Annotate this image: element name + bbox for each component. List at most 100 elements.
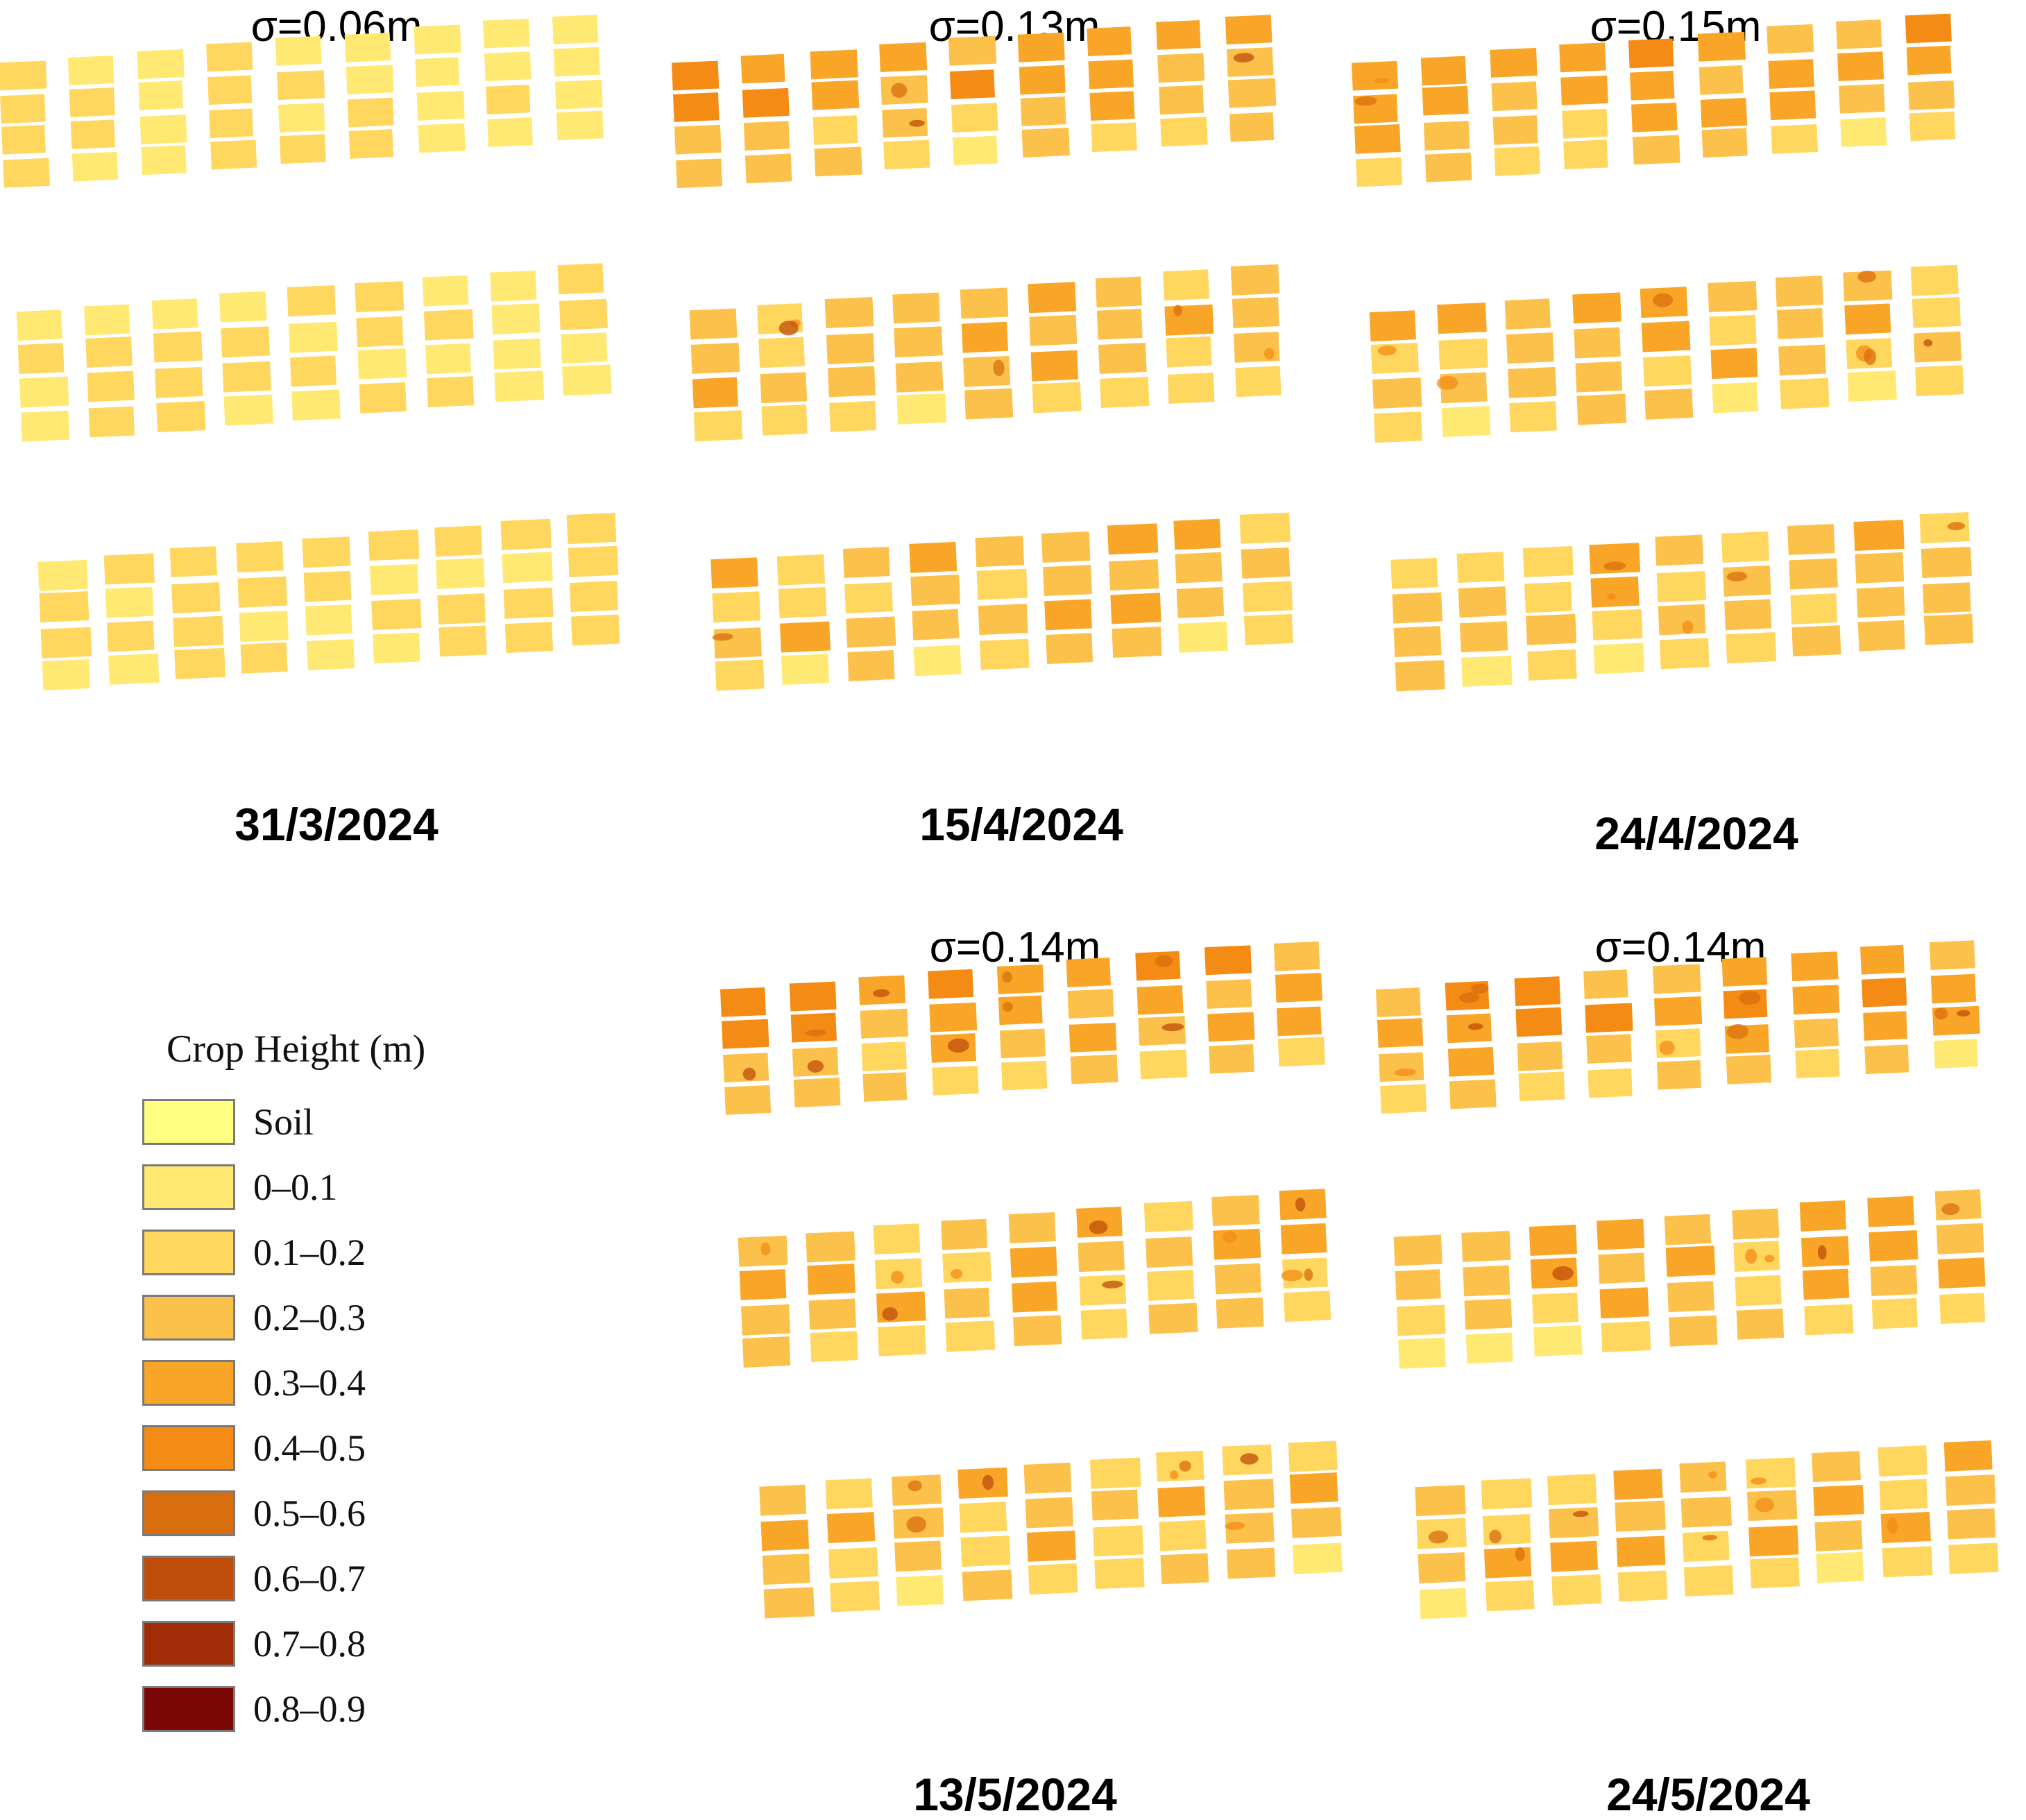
plot-cell [913, 645, 962, 677]
plot-cell [824, 297, 874, 329]
plot-cell [171, 582, 221, 614]
legend-swatch-0 [142, 1099, 235, 1145]
plot-cell [1243, 613, 1293, 645]
plot-cell [976, 568, 1028, 600]
plot-cell [960, 287, 1009, 319]
plot-cell [896, 393, 947, 425]
legend-swatch-2 [142, 1230, 235, 1275]
tall-crop-patch [1603, 561, 1626, 571]
plot-cell [1683, 1565, 1734, 1597]
tall-crop-patch [1394, 1068, 1417, 1076]
plot-cell [1010, 1246, 1057, 1278]
plot-cell [1067, 989, 1114, 1019]
plot-cell [568, 545, 619, 577]
plot-cell [1799, 1200, 1846, 1232]
plot-cell [207, 75, 253, 105]
plot-cell [1277, 1037, 1325, 1067]
plot-cell [978, 604, 1028, 636]
plot-cell [1939, 1293, 1986, 1324]
plot-cell [206, 42, 253, 72]
plot-cell [879, 42, 928, 72]
plot-cell [1930, 973, 1977, 1004]
plot-cell [1207, 1012, 1255, 1042]
plot-cell [1563, 139, 1608, 170]
tall-crop-patch [1471, 983, 1489, 994]
plot-cell [1424, 152, 1472, 182]
plot-cell [1216, 1297, 1264, 1329]
plot-cell [1107, 523, 1159, 555]
plot-cell [1870, 1265, 1918, 1296]
plot-cell [359, 382, 407, 414]
plot-cell [1211, 1195, 1260, 1227]
plot-cell [945, 1320, 996, 1352]
plot-cell [1112, 627, 1162, 658]
plot-cell [1633, 135, 1680, 165]
plot-cell [1157, 1486, 1206, 1517]
plot-cell [173, 615, 224, 647]
plot-cell [437, 593, 486, 625]
plot-cell [103, 553, 155, 585]
plot-cell [779, 621, 831, 653]
plot-cell [1020, 96, 1066, 126]
plot-cell [1509, 401, 1557, 433]
plot-cell [760, 372, 808, 404]
plot-cell [1273, 941, 1320, 971]
plot-cell [1682, 1531, 1730, 1563]
plot-cell [87, 371, 135, 402]
legend-label-6: 0.5–0.6 [253, 1492, 366, 1534]
plot-cell [826, 333, 875, 365]
plot-cell [1143, 1200, 1193, 1232]
plot-cell [1907, 80, 1955, 110]
plot-cell [1441, 406, 1491, 437]
plot-cell [1175, 552, 1223, 584]
plot-cell [1789, 558, 1838, 590]
tall-crop-patch [1281, 1269, 1303, 1282]
plot-cell [1910, 264, 1959, 296]
panel-5-sigma-label: σ=0.14m [1594, 924, 1767, 971]
legend-label-7: 0.6–0.7 [253, 1558, 366, 1599]
plot-cell [1871, 1298, 1918, 1329]
plot-cell [306, 639, 355, 670]
plot-cell [1586, 1034, 1632, 1064]
plot-cell [1235, 366, 1282, 398]
plot-cell [1836, 19, 1882, 49]
plot-cell [1726, 1054, 1772, 1085]
plot-cell [153, 331, 203, 363]
plot-cell [291, 389, 341, 421]
plot-cell [1701, 128, 1748, 158]
plot-cell [1945, 1474, 1996, 1506]
plot-cell [1653, 996, 1703, 1026]
plot-cell [493, 338, 541, 370]
plot-cell [16, 309, 63, 341]
plot-cell [1227, 78, 1277, 108]
tall-crop-patch [1173, 305, 1183, 316]
plot-cell [85, 337, 133, 368]
plot-cell [1372, 377, 1422, 409]
plot-cell [278, 103, 325, 133]
plot-cell [825, 1478, 873, 1510]
plot-cell [1518, 1071, 1565, 1102]
plot-cell [1504, 298, 1551, 330]
plot-cell [1813, 1484, 1864, 1517]
plot-cell [1098, 342, 1147, 374]
panel-4-sigma-label: σ=0.14m [929, 924, 1101, 971]
plot-cell [1853, 519, 1905, 552]
plot-cell [1589, 543, 1641, 575]
plot-cell [1679, 1461, 1727, 1493]
tall-crop-patch [1374, 77, 1390, 83]
plot-cell [1699, 65, 1744, 95]
plot-cell [844, 582, 893, 614]
plot-cell [500, 518, 552, 550]
plot-cell [1214, 1263, 1261, 1295]
plot-cell [1223, 1479, 1275, 1511]
plot-cell [929, 1002, 978, 1032]
plot-cell [1906, 45, 1952, 76]
tall-crop-patch [1682, 620, 1694, 634]
tall-crop-patch [1240, 1453, 1259, 1465]
tall-crop-patch [1745, 1248, 1757, 1264]
tall-crop-patch [1263, 348, 1275, 359]
plot-cell [347, 97, 394, 128]
tall-crop-patch [1179, 1461, 1191, 1472]
plot-cell [814, 146, 862, 177]
plot-cell [1771, 124, 1819, 154]
